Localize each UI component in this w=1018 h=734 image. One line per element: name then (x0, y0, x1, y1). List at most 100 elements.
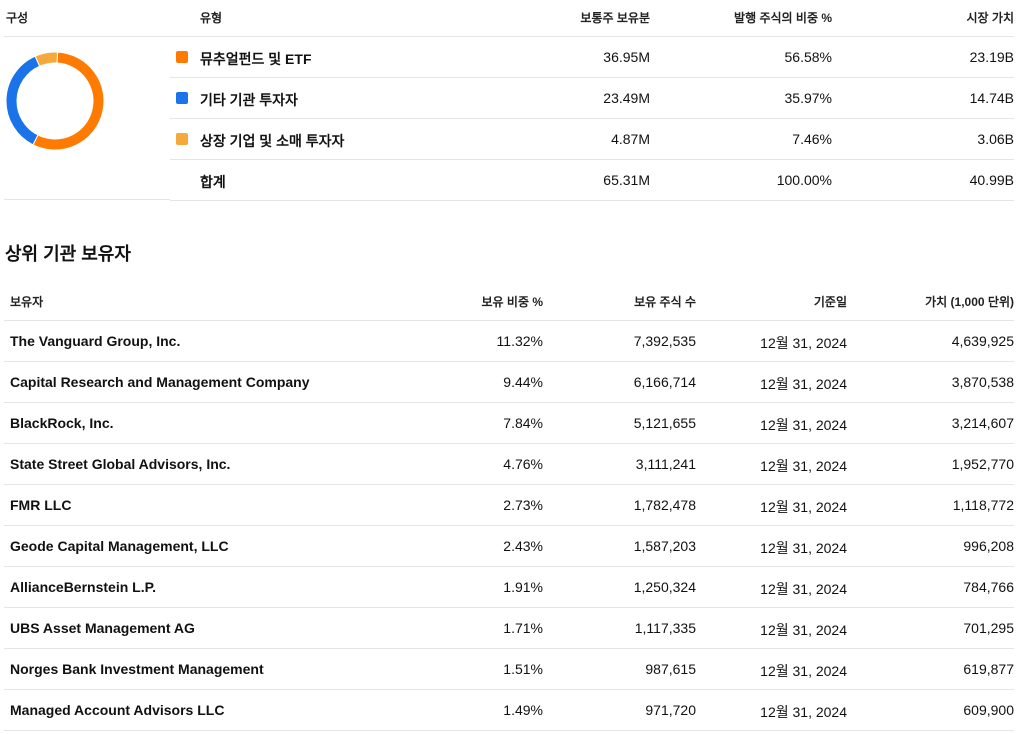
legend-swatch (176, 51, 188, 63)
report-date: 12월 31, 2024 (760, 704, 847, 720)
composition-shares: 23.49M (603, 90, 650, 106)
header-value: 가치 (1,000 단위) (925, 295, 1014, 309)
holding-pct: 11.32% (496, 333, 543, 349)
header-report-date: 기준일 (813, 295, 847, 309)
holder-name[interactable]: Managed Account Advisors LLC (10, 702, 225, 718)
header-shares-held: 보유 주식 수 (634, 295, 696, 309)
composition-pct: 56.58% (784, 49, 832, 65)
report-date: 12월 31, 2024 (760, 417, 847, 433)
header-holder: 보유자 (10, 295, 44, 309)
composition-value: 14.74B (969, 90, 1014, 106)
holding-pct: 1.49% (503, 702, 543, 718)
section-title: 상위 기관 보유자 (5, 244, 131, 264)
shares-held: 1,782,478 (633, 497, 696, 513)
divider (4, 199, 170, 200)
shares-held: 6,166,714 (633, 374, 696, 390)
header-type: 유형 (200, 11, 223, 25)
holding-pct: 7.84% (503, 415, 543, 431)
table-row[interactable]: AllianceBernstein L.P. 1.91% 1,250,324 12월 … (4, 567, 1014, 608)
shares-held: 3,111,241 (635, 456, 696, 472)
composition-row: 뮤추얼펀드 및 ETF 36.95M 56.58% 23.19B (170, 37, 1014, 78)
header-market-value: 시장 가치 (966, 11, 1015, 25)
holding-value: 619,877 (963, 661, 1014, 677)
holding-value: 784,766 (963, 579, 1014, 595)
report-date: 12월 31, 2024 (760, 622, 847, 638)
holding-pct: 1.51% (503, 661, 543, 677)
shares-held: 987,615 (645, 661, 696, 677)
composition-table: 구성 유형 보통주 보유분 발행 주식의 비중 % 시장 가치 뮤추얼펀드 및 … (0, 0, 1018, 201)
table-row[interactable]: State Street Global Advisors, Inc. 4.76% 3… (4, 444, 1014, 485)
composition-value: 23.19B (969, 49, 1014, 65)
holder-name[interactable]: FMR LLC (10, 497, 72, 513)
holder-name[interactable]: Norges Bank Investment Management (10, 661, 264, 677)
composition-pct: 35.97% (784, 90, 832, 106)
holders-table: 보유자 보유 비중 % 보유 주식 수 기준일 가치 (1,000 단위) Th… (4, 282, 1014, 731)
holders-header: 보유자 보유 비중 % 보유 주식 수 기준일 가치 (1,000 단위) (4, 282, 1014, 321)
holding-pct: 1.91% (503, 579, 543, 595)
total-shares: 65.31M (603, 172, 650, 188)
shares-held: 1,587,203 (633, 538, 696, 554)
holding-value: 3,214,607 (951, 415, 1014, 431)
holder-name[interactable]: UBS Asset Management AG (10, 620, 195, 636)
holding-value: 701,295 (963, 620, 1014, 636)
shares-held: 5,121,655 (633, 415, 696, 431)
holding-value: 3,870,538 (951, 374, 1014, 390)
composition-type-label: 상장 기업 및 소매 투자자 (200, 133, 345, 149)
holding-pct: 2.73% (503, 497, 543, 513)
donut-segment-retail[interactable] (34, 51, 59, 67)
holder-name[interactable]: BlackRock, Inc. (10, 415, 114, 431)
holder-name[interactable]: The Vanguard Group, Inc. (10, 333, 181, 349)
total-value: 40.99B (969, 172, 1014, 188)
donut-segment-funds[interactable] (32, 51, 105, 151)
holder-name[interactable]: Geode Capital Management, LLC (10, 538, 229, 554)
report-date: 12월 31, 2024 (760, 376, 847, 392)
composition-donut-chart (5, 51, 105, 151)
legend-swatch (176, 133, 188, 145)
holding-pct: 9.44% (503, 374, 543, 390)
header-composition: 구성 (6, 11, 29, 25)
holders-body: The Vanguard Group, Inc. 11.32% 7,392,535 1… (4, 321, 1014, 731)
composition-type-label: 뮤추얼펀드 및 ETF (200, 51, 312, 67)
composition-shares: 4.87M (611, 131, 650, 147)
holder-name[interactable]: State Street Global Advisors, Inc. (10, 456, 231, 472)
holder-name[interactable]: Capital Research and Management Company (10, 374, 310, 390)
composition-value: 3.06B (977, 131, 1014, 147)
header-common-shares: 보통주 보유분 (580, 11, 650, 25)
composition-total-row: 합계 65.31M 100.00% 40.99B (170, 160, 1014, 201)
shares-held: 7,392,535 (633, 333, 696, 349)
table-row[interactable]: Norges Bank Investment Management 1.51% 98… (4, 649, 1014, 690)
header-holding-pct: 보유 비중 % (481, 295, 544, 309)
table-row[interactable]: FMR LLC 2.73% 1,782,478 12월 31, 2024 1,118,7… (4, 485, 1014, 526)
table-row[interactable]: Managed Account Advisors LLC 1.49% 971,720… (4, 690, 1014, 731)
composition-row: 상장 기업 및 소매 투자자 4.87M 7.46% 3.06B (170, 119, 1014, 160)
report-date: 12월 31, 2024 (760, 499, 847, 515)
table-row[interactable]: BlackRock, Inc. 7.84% 5,121,655 12월 31, 202… (4, 403, 1014, 444)
report-date: 12월 31, 2024 (760, 581, 847, 597)
shares-held: 1,117,335 (634, 620, 696, 636)
report-date: 12월 31, 2024 (760, 335, 847, 351)
holding-value: 1,118,772 (952, 497, 1014, 513)
report-date: 12월 31, 2024 (760, 458, 847, 474)
holder-name[interactable]: AllianceBernstein L.P. (10, 579, 157, 595)
holding-value: 609,900 (963, 702, 1014, 718)
table-row[interactable]: Geode Capital Management, LLC 2.43% 1,587,… (4, 526, 1014, 567)
composition-row: 기타 기관 투자자 23.49M 35.97% 14.74B (170, 78, 1014, 119)
header-pct-outstanding: 발행 주식의 비중 % (734, 11, 832, 25)
shares-held: 1,250,324 (633, 579, 696, 595)
report-date: 12월 31, 2024 (760, 663, 847, 679)
report-date: 12월 31, 2024 (760, 540, 847, 556)
legend-swatch (176, 92, 188, 104)
total-label: 합계 (200, 174, 226, 190)
composition-header: 구성 유형 보통주 보유분 발행 주식의 비중 % 시장 가치 (4, 0, 1014, 37)
holding-value: 996,208 (963, 538, 1014, 554)
table-row[interactable]: Capital Research and Management Company 9… (4, 362, 1014, 403)
holding-pct: 1.71% (503, 620, 543, 636)
table-row[interactable]: The Vanguard Group, Inc. 11.32% 7,392,535 1… (4, 321, 1014, 362)
donut-segment-institutions[interactable] (5, 55, 41, 146)
holding-value: 4,639,925 (951, 333, 1014, 349)
total-pct: 100.00% (776, 172, 832, 188)
composition-pct: 7.46% (792, 131, 832, 147)
composition-shares: 36.95M (603, 49, 650, 65)
table-row[interactable]: UBS Asset Management AG 1.71% 1,117,335 12월… (4, 608, 1014, 649)
